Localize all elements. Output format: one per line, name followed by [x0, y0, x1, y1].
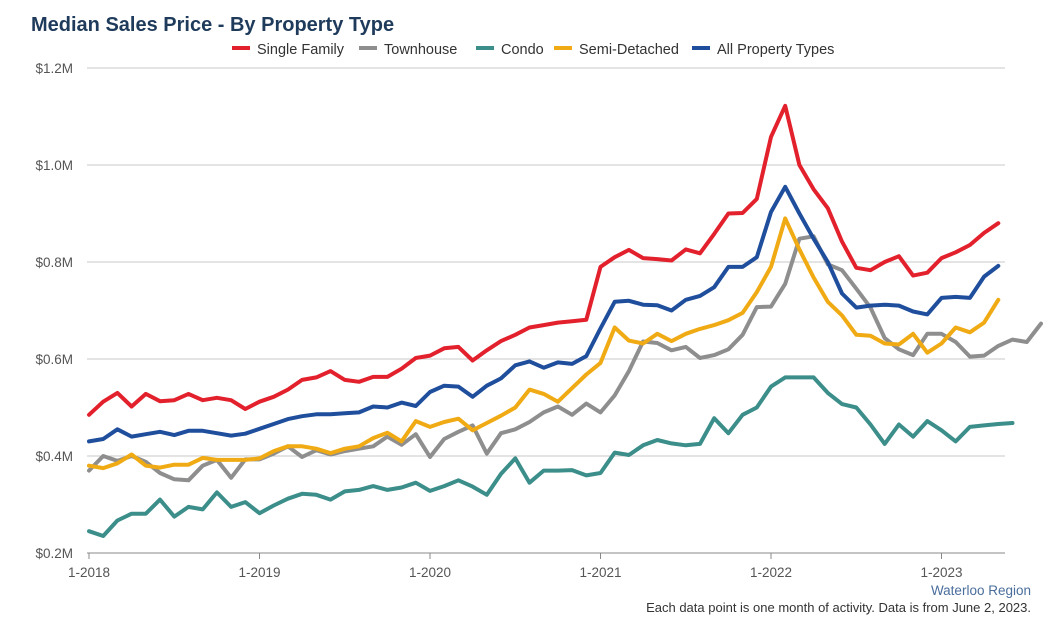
legend-swatch: [232, 46, 250, 51]
y-tick-label: $1.0M: [35, 158, 73, 173]
series-line-single-family[interactable]: [87, 103, 1001, 417]
y-tick-label: $1.2M: [35, 61, 73, 76]
series-line-condo[interactable]: [87, 375, 1015, 538]
legend-item-semi-detached[interactable]: Semi-Detached: [554, 42, 679, 62]
x-tick-label: 1-2020: [409, 565, 451, 580]
y-tick-label: $0.4M: [35, 449, 73, 464]
series-line-all-property-types[interactable]: [87, 184, 1001, 444]
x-axis: 1-2018 1-2019 1-2020 1-2021 1-2022 1-2023: [68, 553, 963, 580]
series-line-semi-detached[interactable]: [87, 216, 1001, 471]
legend-item-single-family[interactable]: Single Family: [232, 42, 344, 62]
footnote: Each data point is one month of activity…: [646, 600, 1031, 615]
x-tick-label: 1-2022: [750, 565, 792, 580]
region-label: Waterloo Region: [930, 583, 1031, 598]
chart-legend: Single Family Townhouse Condo Semi-Detached…: [0, 42, 1055, 62]
legend-label: Single Family: [257, 42, 345, 58]
legend-swatch: [359, 46, 377, 51]
legend-item-townhouse[interactable]: Townhouse: [359, 42, 457, 62]
y-tick-label: $0.2M: [35, 546, 73, 561]
legend-label: Townhouse: [384, 42, 458, 58]
x-tick-label: 1-2018: [68, 565, 110, 580]
series-line-townhouse[interactable]: [87, 234, 1043, 483]
legend-swatch: [692, 46, 710, 51]
legend-item-all-property-types[interactable]: All Property Types: [692, 42, 834, 62]
legend-item-condo[interactable]: Condo: [476, 42, 544, 62]
legend-swatch: [554, 46, 572, 51]
grid-lines: [87, 67, 1005, 554]
x-tick-label: 1-2019: [238, 565, 280, 580]
series-lines: [87, 103, 1043, 538]
y-tick-label: $0.8M: [35, 255, 73, 270]
legend-label: Condo: [501, 42, 544, 58]
y-axis-tick-labels: $0.2M $0.4M $0.6M $0.8M $1.0M $1.2M: [35, 61, 73, 561]
y-tick-label: $0.6M: [35, 352, 73, 367]
legend-swatch: [476, 46, 494, 51]
x-tick-label: 1-2023: [920, 565, 962, 580]
legend-label: Semi-Detached: [579, 42, 679, 58]
legend-label: All Property Types: [717, 42, 835, 58]
x-tick-label: 1-2021: [579, 565, 621, 580]
chart-title: Median Sales Price - By Property Type: [31, 14, 395, 36]
